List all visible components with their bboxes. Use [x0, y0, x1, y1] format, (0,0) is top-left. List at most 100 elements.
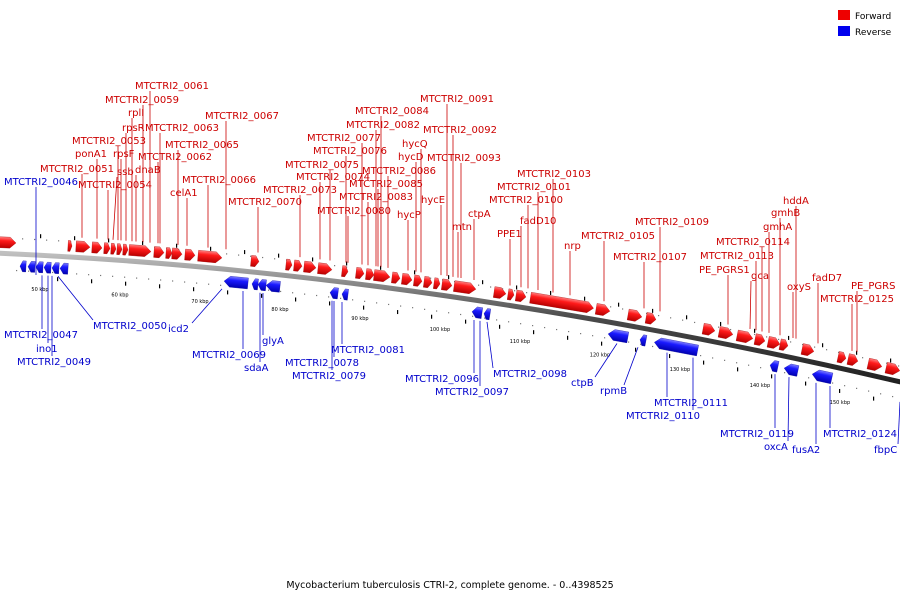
track-dot [328, 296, 330, 298]
track-dot [892, 395, 894, 398]
track-tick [159, 284, 161, 289]
forward-gene [800, 343, 815, 356]
track-dot [736, 362, 738, 364]
reverse-gene-label: rpmB [600, 386, 627, 397]
track-dot [700, 355, 702, 357]
track-dot [412, 307, 414, 309]
track-tick [839, 388, 841, 393]
forward-gene-label: MTCTRI2_0061 [135, 81, 209, 92]
track-tick [822, 343, 824, 348]
reverse-leader-line [191, 288, 223, 324]
track-dot [334, 265, 336, 267]
track-dot [580, 333, 582, 335]
track-tick [329, 301, 331, 306]
forward-gene [0, 236, 17, 249]
track-tick [295, 297, 297, 302]
forward-gene-label: PE_PGRS1 [699, 265, 750, 276]
forward-gene [701, 323, 716, 336]
track-tick [176, 243, 178, 248]
track-dot [868, 390, 870, 392]
track-dot [226, 253, 228, 255]
track-dot [88, 274, 90, 276]
track-dot [16, 269, 18, 272]
forward-gene-label: MTCTRI2_0114 [716, 237, 790, 248]
track-tick [601, 341, 603, 346]
forward-gene-label: mtn [452, 222, 472, 233]
track-tick [465, 319, 467, 324]
forward-gene-label: rpsF [113, 149, 135, 160]
forward-gene-label: celA1 [170, 188, 198, 199]
forward-gene-label: MTCTRI2_0051 [40, 164, 114, 175]
reverse-gene [59, 262, 69, 275]
reverse-gene [341, 288, 349, 301]
forward-gene-label: MTCTRI2_0084 [355, 106, 429, 117]
track-tick [431, 314, 433, 319]
forward-gene [341, 265, 349, 278]
forward-gene-label: gmhA [763, 222, 792, 233]
track-dot [712, 357, 714, 359]
track-dot [862, 357, 864, 359]
track-dot [478, 284, 480, 286]
forward-gene-label: MTCTRI2_0053 [72, 136, 146, 147]
forward-gene [285, 258, 293, 271]
track-tick [278, 253, 280, 258]
scale-tick-label: 70 kbp [191, 299, 208, 305]
forward-gene-label: MTCTRI2_0091 [420, 94, 494, 105]
track-dot [832, 382, 834, 384]
legend-reverse-swatch [838, 26, 850, 36]
forward-gene [110, 243, 117, 255]
reverse-gene-label: MTCTRI2_0111 [654, 398, 728, 409]
track-tick [686, 315, 688, 320]
forward-gene [373, 269, 391, 282]
forward-gene [529, 292, 594, 313]
forward-gene-label: MTCTRI2_0083 [339, 192, 413, 203]
scale-tick-label: 50 kbp [31, 287, 48, 293]
track-dot [292, 292, 294, 294]
track-dot [652, 345, 654, 348]
forward-gene [355, 267, 365, 279]
reverse-gene-label: MTCTRI2_0119 [720, 429, 794, 440]
track-dot [160, 279, 162, 281]
forward-gene [293, 259, 303, 272]
track-dot [388, 303, 390, 306]
forward-gene-label: MTCTRI2_0080 [317, 206, 391, 217]
track-tick [737, 367, 739, 372]
forward-gene [441, 278, 453, 291]
reverse-gene-label: icd2 [168, 324, 189, 335]
track-tick [669, 354, 671, 359]
track-dot [22, 238, 24, 240]
track-dot [52, 271, 54, 274]
forward-gene [515, 289, 527, 302]
reverse-gene [812, 369, 834, 384]
reverse-gene-label: MTCTRI2_0049 [17, 357, 91, 368]
reverse-gene-label: oxcA [764, 442, 788, 453]
track-dot [424, 308, 426, 310]
genome-caption: Mycobacterium tuberculosis CTRI-2, compl… [286, 580, 613, 591]
track-dot [352, 299, 354, 301]
legend: Forward Reverse [838, 10, 892, 38]
track-tick [482, 280, 484, 285]
forward-gene-label: MTCTRI2_0086 [362, 166, 436, 177]
forward-gene [365, 268, 375, 281]
track-dot [430, 277, 432, 279]
forward-gene [866, 357, 883, 371]
reverse-gene-label: MTCTRI2_0078 [285, 358, 359, 369]
forward-gene [626, 308, 643, 322]
track-dot [100, 274, 102, 277]
scale-ticks: 50 kbp 60 kbp 70 kbp 80 kbp 90 kbp 100 kbp 110… [31, 287, 850, 406]
track-tick [805, 381, 807, 386]
genome-backbone [0, 250, 900, 385]
reverse-gene-label: MTCTRI2_0079 [292, 371, 366, 382]
track-dot [436, 310, 438, 312]
track-tick [856, 350, 858, 355]
forward-gene-label: MTCTRI2_0109 [635, 217, 709, 228]
scale-tick-label: 110 kbp [510, 339, 530, 345]
forward-gene-label: rpsR [122, 123, 145, 134]
track-tick [210, 246, 212, 251]
forward-gene [836, 351, 847, 364]
forward-gene [753, 333, 766, 346]
track-dot [694, 321, 696, 324]
forward-gene-label: hycD [398, 152, 424, 163]
forward-gene-label: ponA1 [75, 149, 107, 160]
